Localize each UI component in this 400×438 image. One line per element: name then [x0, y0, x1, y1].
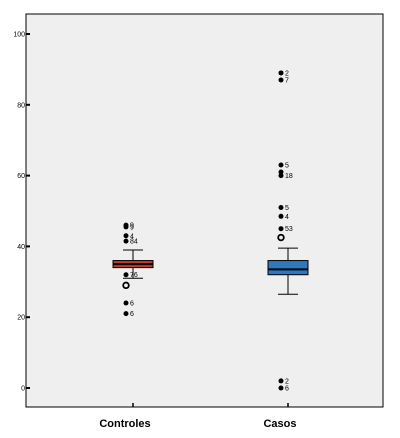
outlier-label: 76 — [130, 272, 138, 279]
outlier-point — [278, 169, 284, 175]
outlier-label: 5 — [285, 205, 289, 212]
x-category-label: Controles — [99, 418, 150, 430]
outlier-label: 6 — [130, 301, 134, 308]
outlier-label: 5 — [285, 162, 289, 169]
outlier-label: 4 — [285, 214, 289, 221]
outlier-point — [278, 70, 284, 76]
x-category-label: Casos — [263, 418, 296, 430]
box-iqr — [267, 260, 309, 276]
y-tick-label: 0 — [21, 386, 25, 393]
outlier-point — [278, 385, 284, 391]
outlier-point — [278, 204, 284, 210]
x-axis: Controles Casos — [99, 403, 297, 430]
outlier-point — [123, 311, 129, 317]
outlier-label: 4 — [130, 233, 134, 240]
outlier-point — [123, 238, 129, 244]
outlier-point — [278, 173, 284, 179]
y-axis: 0 20 40 60 80 100 — [13, 32, 30, 393]
outlier-label: 18 — [285, 173, 293, 180]
y-tick-label: 60 — [17, 173, 25, 180]
outlier-label: 9 — [130, 223, 134, 230]
y-tick-label: 40 — [17, 244, 25, 251]
outlier-label: 84 — [130, 239, 138, 246]
outlier-point — [123, 233, 129, 239]
y-tick-label: 100 — [13, 32, 25, 39]
outlier-point — [278, 162, 284, 168]
outlier-label: 6 — [285, 386, 289, 393]
outlier-point — [123, 272, 129, 278]
outlier-point — [123, 300, 129, 306]
outlier-label: 53 — [285, 226, 293, 233]
outlier-label: 2 — [285, 70, 289, 77]
outlier-point — [277, 233, 285, 242]
y-tick-label: 20 — [17, 315, 25, 322]
outlier-point — [278, 77, 284, 83]
outlier-point — [278, 213, 284, 219]
outlier-point — [278, 378, 284, 384]
outlier-label: 7 — [285, 78, 289, 85]
outlier-label: 2 — [285, 378, 289, 385]
outlier-point — [122, 281, 130, 290]
outlier-point — [278, 226, 284, 232]
outlier-point — [123, 224, 129, 230]
outlier-label: 6 — [130, 311, 134, 318]
outlier-label: 9 — [130, 224, 134, 231]
plot-area — [25, 13, 384, 408]
y-tick-label: 80 — [17, 102, 25, 109]
